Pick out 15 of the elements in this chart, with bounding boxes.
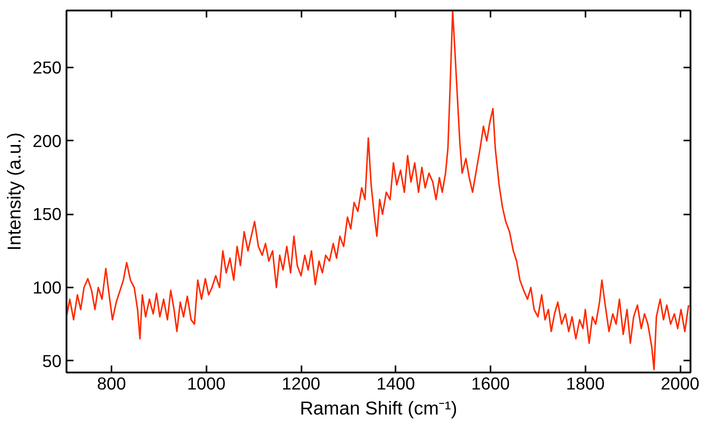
- line-series: [66, 10, 690, 370]
- y-tick-label: 100: [32, 277, 62, 298]
- x-tick-label: 1200: [282, 374, 320, 394]
- y-axis-title: Intensity (a.u.): [4, 132, 25, 251]
- x-axis-title: Raman Shift (cm⁻¹): [300, 398, 458, 418]
- y-tick-label: 200: [32, 130, 62, 151]
- x-tick-label: 800: [97, 374, 126, 394]
- y-tick-label: 50: [42, 350, 62, 371]
- y-tick-label: 150: [32, 204, 62, 224]
- x-tick-label: 2000: [660, 374, 700, 394]
- x-tick-label: 1800: [566, 374, 605, 394]
- x-tick-label: 1000: [187, 374, 226, 394]
- x-tick-label: 1400: [376, 374, 416, 394]
- y-tick-label: 250: [32, 58, 62, 78]
- x-tick-label: 1600: [471, 374, 510, 394]
